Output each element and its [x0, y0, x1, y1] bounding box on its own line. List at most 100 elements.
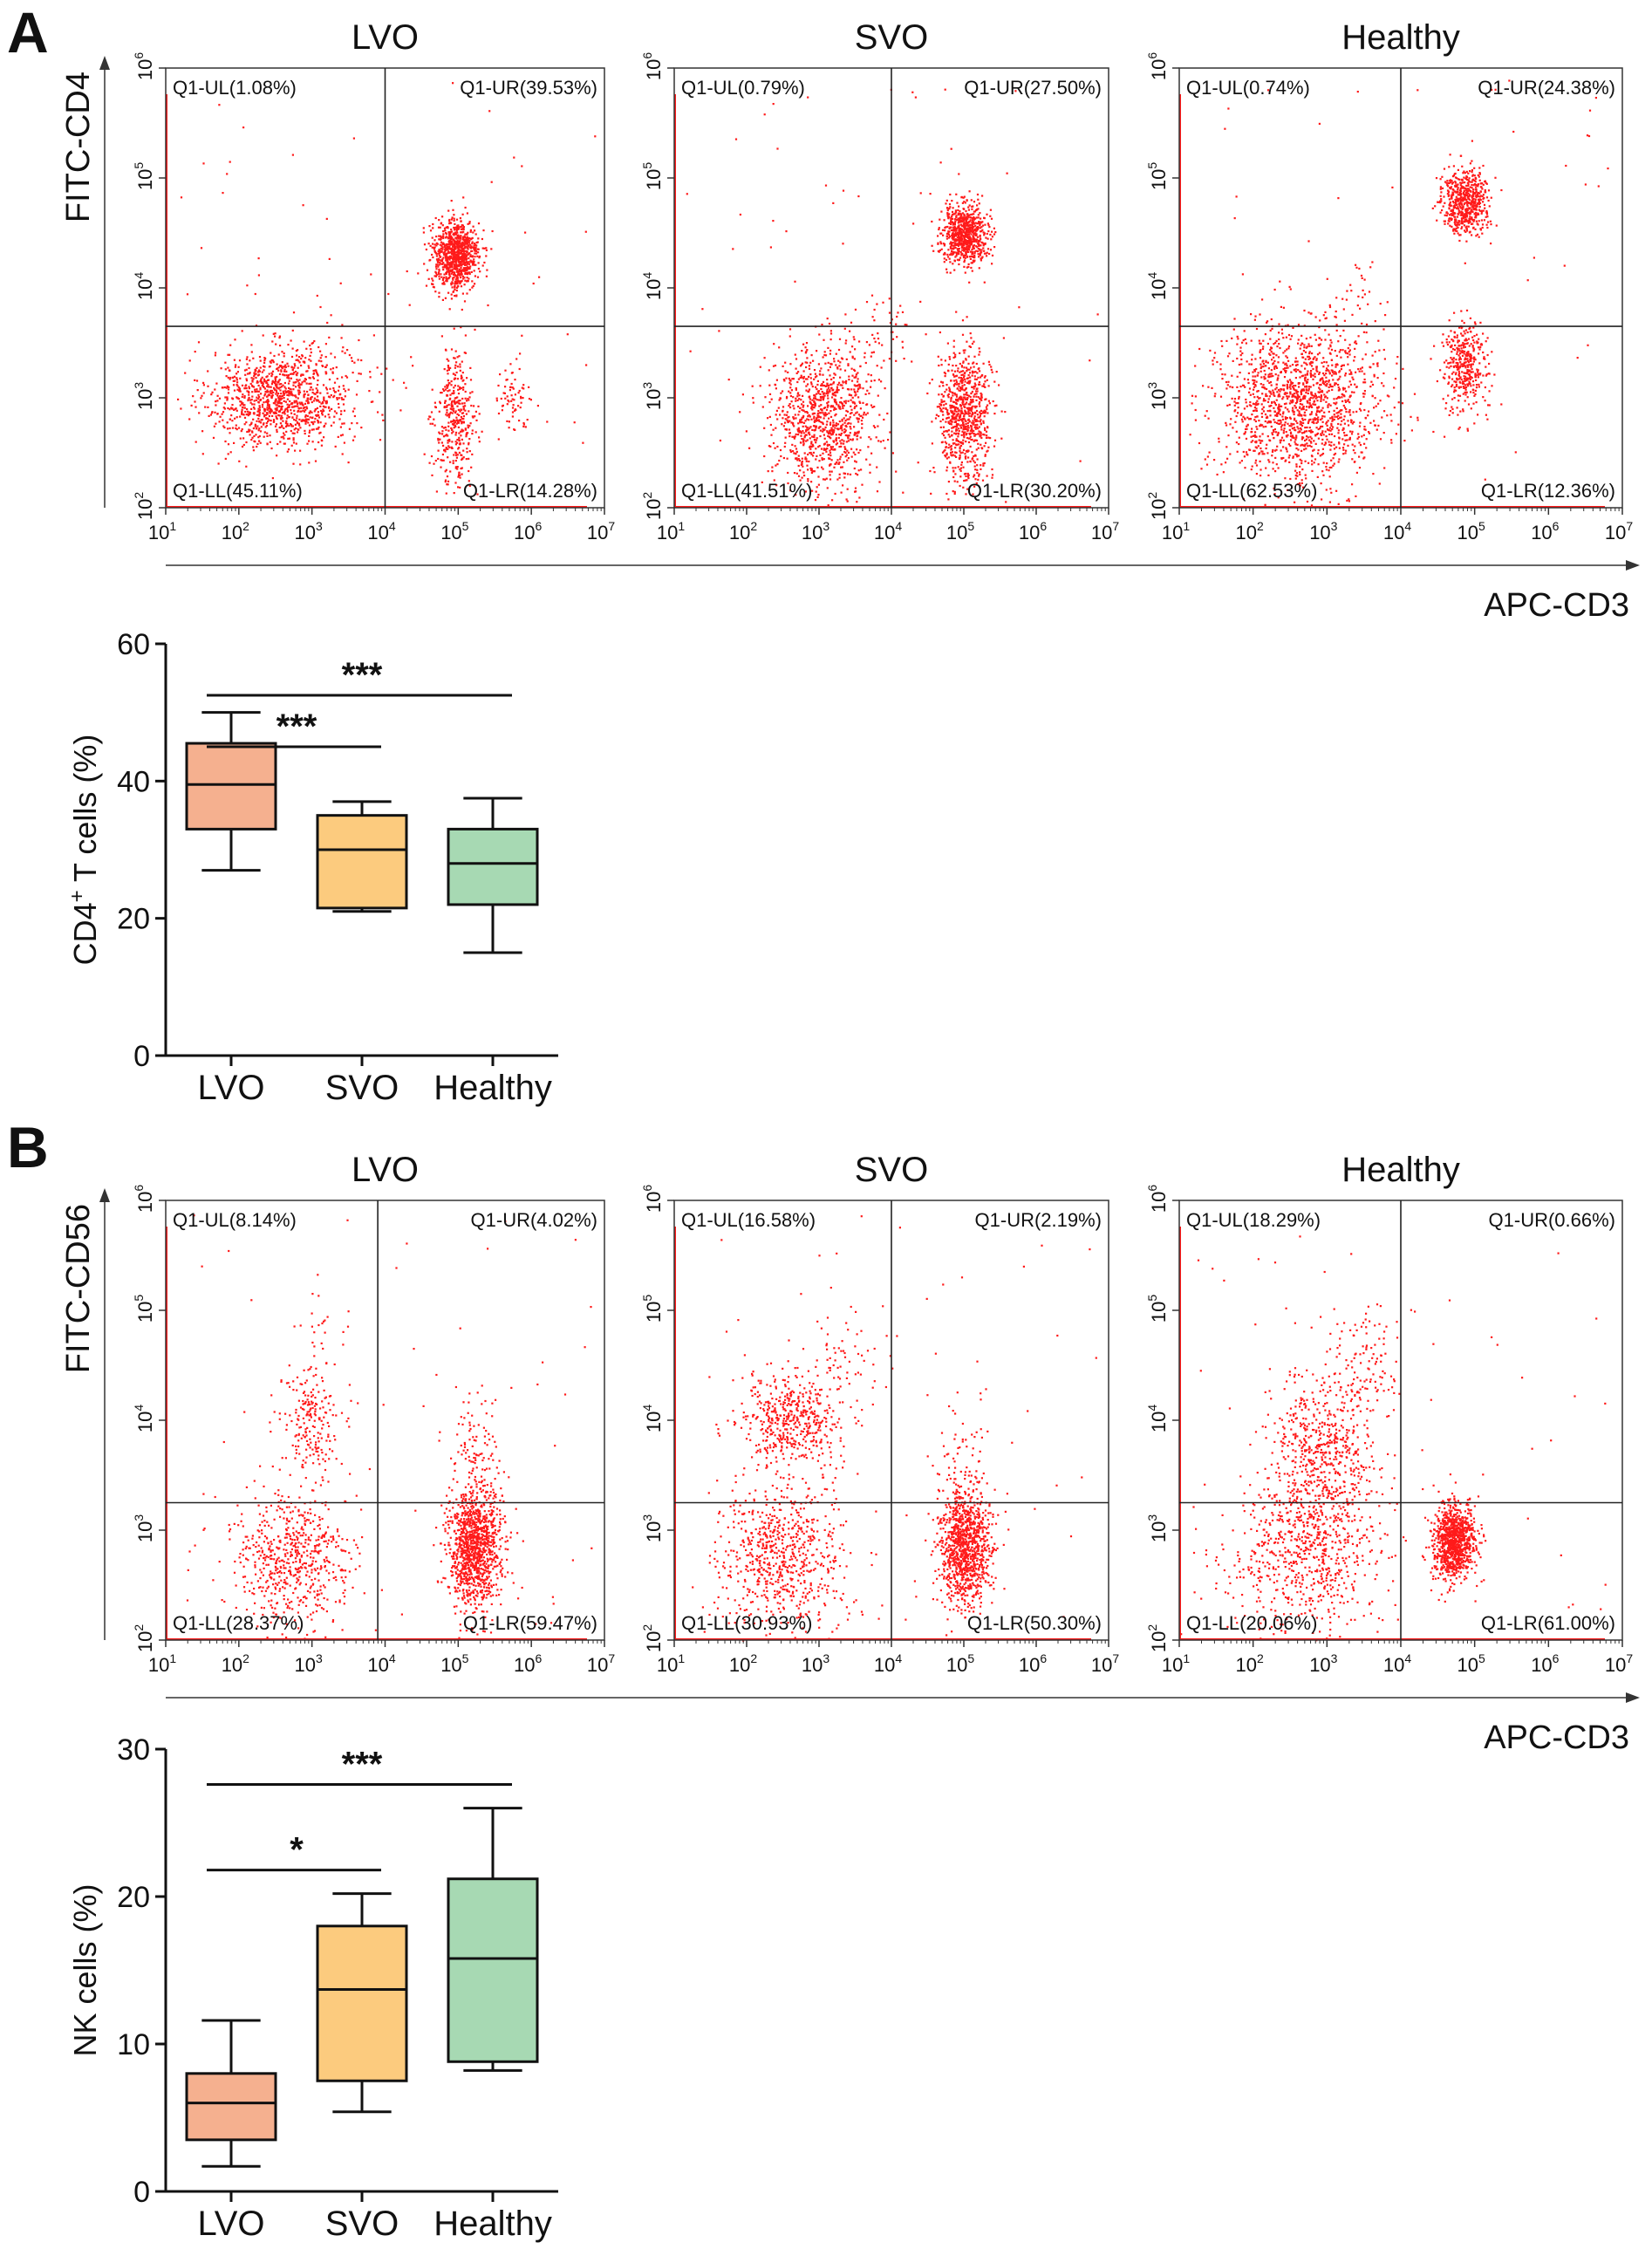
event-dot — [511, 407, 515, 409]
event-dot — [246, 407, 249, 411]
event-dot — [471, 453, 474, 455]
event-dot — [739, 411, 741, 414]
event-dot — [239, 437, 242, 440]
event-dot — [748, 447, 751, 449]
event-dot — [970, 213, 973, 216]
event-dot — [432, 256, 434, 259]
event-dot — [810, 442, 813, 445]
event-dot — [816, 375, 818, 378]
event-dot — [472, 231, 474, 234]
event-dot — [455, 361, 458, 364]
event-dot — [438, 296, 440, 298]
event-dot — [439, 226, 441, 229]
event-dot — [451, 286, 454, 289]
event-dot — [770, 434, 773, 436]
event-dot — [814, 395, 816, 398]
event-dot — [440, 250, 443, 253]
event-dot — [802, 377, 805, 379]
event-dot — [454, 226, 457, 229]
event-dot — [829, 455, 832, 457]
event-dot — [464, 383, 467, 386]
event-dot — [292, 441, 296, 444]
event-dot — [408, 304, 411, 306]
event-dot — [955, 393, 958, 396]
event-dot — [250, 407, 253, 410]
event-dot — [313, 393, 316, 395]
event-dot — [251, 431, 254, 434]
event-dot — [844, 342, 847, 345]
event-dot — [843, 442, 845, 445]
event-dot — [232, 384, 236, 386]
event-dot — [341, 376, 344, 379]
event-dot — [276, 394, 279, 397]
event-dot — [821, 395, 823, 398]
event-dot — [951, 200, 953, 202]
event-dot — [457, 426, 460, 428]
event-dot — [957, 208, 959, 212]
event-dot — [950, 241, 952, 243]
event-dot — [304, 407, 306, 409]
event-dot — [457, 420, 460, 423]
event-dot — [297, 397, 299, 400]
event-dot — [455, 286, 459, 289]
event-dot — [969, 332, 972, 335]
event-dot — [275, 393, 277, 395]
event-dot — [461, 428, 463, 431]
event-dot — [344, 395, 346, 398]
event-dot — [319, 431, 322, 434]
event-dot — [980, 468, 982, 470]
event-dot — [952, 356, 955, 359]
event-dot — [971, 432, 973, 434]
event-dot — [255, 427, 257, 430]
event-dot — [857, 420, 860, 423]
event-dot — [953, 269, 956, 271]
event-dot — [953, 455, 956, 457]
event-dot — [447, 456, 449, 459]
event-dot — [808, 414, 810, 416]
event-dot — [231, 397, 234, 400]
event-dot — [463, 268, 466, 270]
event-dot — [965, 359, 967, 361]
event-dot — [453, 390, 455, 393]
event-dot — [437, 457, 440, 461]
event-dot — [772, 365, 775, 367]
event-dot — [455, 228, 458, 230]
event-dot — [207, 370, 209, 373]
event-dot — [946, 215, 949, 217]
event-dot — [353, 414, 356, 418]
event-dot — [324, 356, 327, 359]
event-dot — [952, 339, 955, 342]
event-dot — [297, 409, 299, 412]
event-dot — [451, 400, 454, 402]
event-dot — [433, 401, 436, 404]
event-dot — [436, 258, 439, 262]
event-dot — [809, 377, 812, 379]
event-dot — [461, 292, 464, 295]
event-dot — [457, 421, 460, 424]
event-dot — [953, 244, 956, 247]
event-dot — [524, 231, 527, 234]
event-dot — [986, 248, 990, 250]
event-dot — [821, 408, 823, 411]
event-dot — [939, 385, 941, 387]
event-dot — [839, 455, 842, 458]
event-dot — [466, 250, 468, 253]
event-dot — [303, 396, 305, 399]
event-dot — [278, 337, 281, 339]
event-dot — [298, 379, 301, 381]
event-dot — [456, 250, 459, 252]
event-dot — [830, 470, 833, 473]
event-dot — [236, 396, 238, 399]
event-dot — [259, 359, 262, 362]
event-dot — [806, 418, 809, 420]
event-dot — [807, 428, 809, 431]
event-dot — [296, 417, 298, 420]
event-dot — [252, 418, 255, 420]
event-dot — [974, 427, 977, 430]
event-dot — [311, 391, 314, 394]
event-dot — [323, 399, 325, 402]
event-dot — [454, 434, 457, 436]
event-dot — [360, 427, 363, 429]
event-dot — [308, 376, 311, 379]
